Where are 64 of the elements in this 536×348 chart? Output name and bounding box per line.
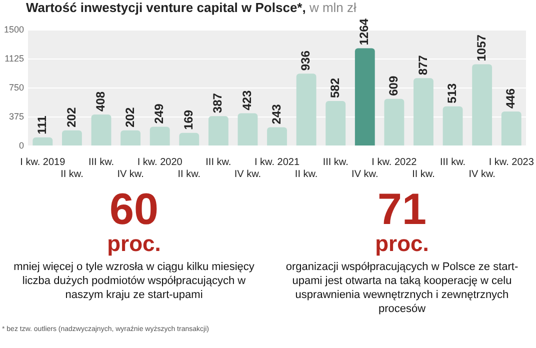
x-tick-label: II kw. — [294, 168, 318, 180]
bar — [296, 74, 316, 146]
x-tick-label: IV kw. — [117, 168, 144, 180]
x-tick-label: II kw. — [60, 168, 84, 180]
y-tick-label: 1125 — [4, 53, 24, 64]
bar — [91, 114, 112, 146]
y-tick-label: 1500 — [4, 24, 24, 34]
bar — [62, 130, 82, 146]
chart-subtitle: w mln zł — [309, 0, 356, 15]
text: 60 — [108, 185, 160, 234]
bar — [384, 98, 404, 146]
data-label: 423 — [240, 90, 254, 110]
bar — [32, 137, 53, 146]
bar — [120, 130, 141, 146]
text: proc. — [106, 231, 162, 256]
chart-title: Wartość inwestycji venture capital w Polsce*, — [26, 0, 306, 15]
y-tick-label: 375 — [8, 111, 24, 122]
x-tick-label: II kw. — [178, 168, 201, 180]
x-tick-label: I kw. 2019 — [20, 156, 66, 168]
data-label: 249 — [152, 103, 166, 124]
data-label: 609 — [386, 76, 401, 96]
x-tick-label: III kw. — [88, 156, 114, 168]
data-label: 582 — [328, 78, 342, 98]
bar — [238, 113, 258, 146]
bar — [442, 106, 463, 146]
data-label: 877 — [416, 54, 430, 76]
bar — [354, 48, 375, 146]
bar — [501, 112, 522, 146]
bar — [179, 132, 200, 146]
text: proc. — [374, 231, 430, 256]
text: 71 — [376, 185, 428, 234]
x-tick-label: I kw. 2023 — [488, 156, 534, 168]
x-tick-label: I kw. 2022 — [372, 156, 418, 168]
data-label: 202 — [122, 107, 137, 128]
bar — [414, 78, 434, 146]
data-label: 243 — [269, 104, 284, 124]
x-tick-label: I kw. 2020 — [137, 156, 183, 168]
data-label: 446 — [504, 88, 518, 109]
data-label: 202 — [64, 107, 78, 128]
text: organizacji współpracujących w Polsce ze start-upami jest otwarta na taką kooperację w celu usprawnienia wewnętrznych i zewnętrznych procesów — [284, 260, 520, 316]
data-label: 408 — [94, 91, 108, 112]
data-label: 169 — [181, 110, 196, 130]
bar — [150, 126, 170, 146]
bar — [472, 64, 492, 146]
y-tick-label: 750 — [8, 82, 24, 92]
data-label: 387 — [210, 92, 225, 114]
x-tick-label: III kw. — [440, 156, 466, 168]
x-tick-label: III kw. — [206, 156, 232, 168]
data-label: 936 — [298, 50, 313, 71]
x-tick-label: IV kw. — [352, 168, 378, 180]
bar — [208, 116, 228, 146]
x-tick-label: III kw. — [322, 156, 348, 168]
x-tick-label: IV kw. — [234, 168, 262, 180]
x-tick-label: I kw. 2021 — [254, 156, 300, 168]
text: mniej więcej o tyle wzrosła w ciągu kilku miesięcy liczba dużych podmiotów współpracujących w naszym kraju ze start-upami — [12, 260, 256, 302]
y-tick-label: 0 — [19, 140, 24, 150]
x-tick-label: II kw. — [412, 168, 435, 180]
bar — [267, 127, 287, 146]
data-label: 513 — [445, 82, 460, 104]
bar — [326, 100, 346, 146]
x-tick-label: IV kw. — [468, 168, 496, 180]
data-label: 1264 — [357, 18, 372, 46]
data-label: 1057 — [474, 34, 488, 62]
data-label: 111 — [34, 115, 49, 134]
